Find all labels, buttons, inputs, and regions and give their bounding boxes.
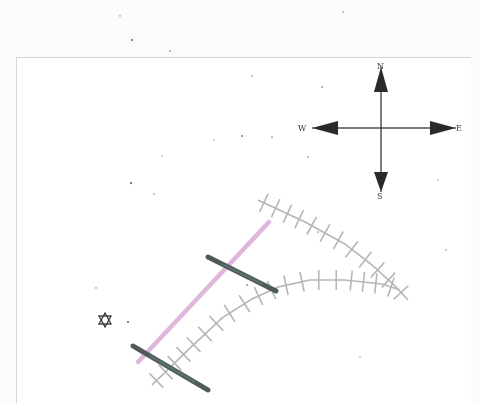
- compass-rose: N S W E: [298, 62, 462, 201]
- railway-tie: [148, 372, 165, 389]
- railway-tie: [373, 273, 378, 294]
- east-arrow-icon: [430, 121, 456, 135]
- railway-tie: [332, 231, 344, 250]
- railway-tie: [157, 364, 174, 380]
- railway-tie: [387, 277, 395, 297]
- south-label: S: [377, 192, 382, 201]
- railway-tie: [238, 294, 251, 313]
- railway-tie: [361, 271, 366, 293]
- scan-specks: [95, 11, 447, 358]
- railway-tie: [223, 304, 236, 323]
- railway-tie: [258, 193, 269, 213]
- south-arrow-icon: [374, 172, 388, 192]
- railway-tie: [294, 209, 305, 229]
- railway-tie: [370, 262, 385, 278]
- railway-track-outer: [257, 193, 409, 301]
- railway-tie: [282, 204, 293, 224]
- railway-tie: [344, 240, 359, 258]
- west-label: W: [298, 124, 307, 133]
- railway-tie: [208, 315, 224, 332]
- railway-tie: [283, 275, 289, 296]
- railway-track-inner: [148, 270, 401, 389]
- star-of-david-icon: [97, 311, 113, 329]
- railway-tie: [175, 346, 192, 363]
- railway-tie: [319, 223, 331, 243]
- east-label: E: [456, 124, 462, 133]
- railway-tie: [197, 326, 213, 342]
- railway-tie: [253, 286, 264, 306]
- railway-tie: [166, 355, 183, 371]
- railway-tie: [186, 336, 202, 353]
- railway-tie: [270, 198, 281, 218]
- north-arrow-icon: [374, 67, 388, 92]
- railway-tie: [306, 216, 318, 235]
- railway-tie: [349, 270, 354, 291]
- railway-tie: [299, 271, 305, 292]
- north-label: N: [377, 62, 384, 71]
- railway-tie: [393, 285, 409, 300]
- railway-tie: [358, 251, 373, 269]
- map-frame: [16, 57, 471, 403]
- west-arrow-icon: [312, 121, 338, 135]
